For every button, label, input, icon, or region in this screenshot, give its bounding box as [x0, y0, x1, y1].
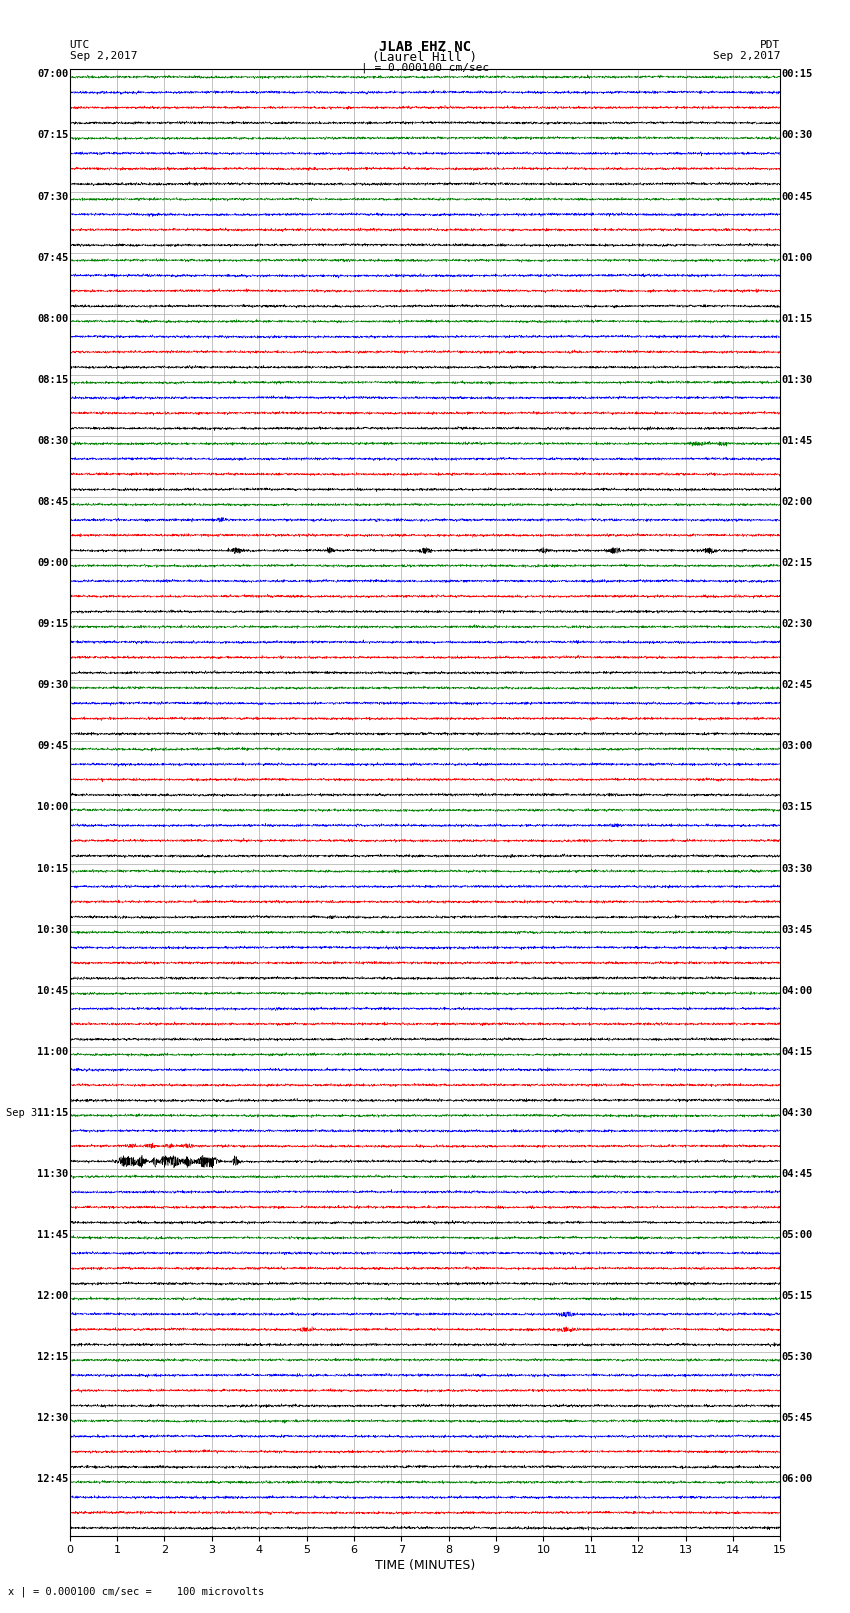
Text: Sep 2,2017: Sep 2,2017: [713, 50, 780, 61]
Text: 10:30: 10:30: [37, 924, 68, 934]
Text: 09:45: 09:45: [37, 742, 68, 752]
Text: 01:15: 01:15: [782, 315, 813, 324]
Text: 12:30: 12:30: [37, 1413, 68, 1423]
Text: 04:30: 04:30: [782, 1108, 813, 1118]
Text: 12:45: 12:45: [37, 1474, 68, 1484]
Text: 05:15: 05:15: [782, 1290, 813, 1302]
Text: 02:30: 02:30: [782, 619, 813, 629]
Text: | = 0.000100 cm/sec: | = 0.000100 cm/sec: [361, 63, 489, 73]
Text: 10:00: 10:00: [37, 803, 68, 813]
Text: 01:00: 01:00: [782, 253, 813, 263]
Text: 09:15: 09:15: [37, 619, 68, 629]
Text: Sep 3: Sep 3: [7, 1108, 37, 1118]
Text: 11:00: 11:00: [37, 1047, 68, 1057]
Text: 00:30: 00:30: [782, 131, 813, 140]
Text: 05:30: 05:30: [782, 1352, 813, 1363]
Text: 02:15: 02:15: [782, 558, 813, 568]
Text: 00:45: 00:45: [782, 192, 813, 202]
Text: 08:45: 08:45: [37, 497, 68, 506]
Text: PDT: PDT: [760, 39, 780, 50]
Text: 09:30: 09:30: [37, 681, 68, 690]
Text: 11:15: 11:15: [37, 1108, 68, 1118]
Text: 08:15: 08:15: [37, 374, 68, 386]
Text: 08:00: 08:00: [37, 315, 68, 324]
Text: 01:45: 01:45: [782, 436, 813, 445]
Text: Sep 2,2017: Sep 2,2017: [70, 50, 137, 61]
Text: 09:00: 09:00: [37, 558, 68, 568]
Text: 00:15: 00:15: [782, 69, 813, 79]
Text: 03:15: 03:15: [782, 803, 813, 813]
Text: 03:30: 03:30: [782, 863, 813, 874]
Text: 07:00: 07:00: [37, 69, 68, 79]
X-axis label: TIME (MINUTES): TIME (MINUTES): [375, 1560, 475, 1573]
Text: 01:30: 01:30: [782, 374, 813, 386]
Text: UTC: UTC: [70, 39, 90, 50]
Text: 07:45: 07:45: [37, 253, 68, 263]
Text: (Laurel Hill ): (Laurel Hill ): [372, 50, 478, 65]
Text: 03:45: 03:45: [782, 924, 813, 934]
Text: 05:45: 05:45: [782, 1413, 813, 1423]
Text: 08:30: 08:30: [37, 436, 68, 445]
Text: 07:15: 07:15: [37, 131, 68, 140]
Text: 12:00: 12:00: [37, 1290, 68, 1302]
Text: x | = 0.000100 cm/sec =    100 microvolts: x | = 0.000100 cm/sec = 100 microvolts: [8, 1586, 264, 1597]
Text: 10:45: 10:45: [37, 986, 68, 995]
Text: 12:15: 12:15: [37, 1352, 68, 1363]
Text: 02:45: 02:45: [782, 681, 813, 690]
Text: 10:15: 10:15: [37, 863, 68, 874]
Text: 07:30: 07:30: [37, 192, 68, 202]
Text: 04:15: 04:15: [782, 1047, 813, 1057]
Text: 06:00: 06:00: [782, 1474, 813, 1484]
Text: JLAB EHZ NC: JLAB EHZ NC: [379, 39, 471, 53]
Text: 05:00: 05:00: [782, 1231, 813, 1240]
Text: 02:00: 02:00: [782, 497, 813, 506]
Text: 03:00: 03:00: [782, 742, 813, 752]
Text: 04:00: 04:00: [782, 986, 813, 995]
Text: 11:45: 11:45: [37, 1231, 68, 1240]
Text: 04:45: 04:45: [782, 1169, 813, 1179]
Text: 11:30: 11:30: [37, 1169, 68, 1179]
